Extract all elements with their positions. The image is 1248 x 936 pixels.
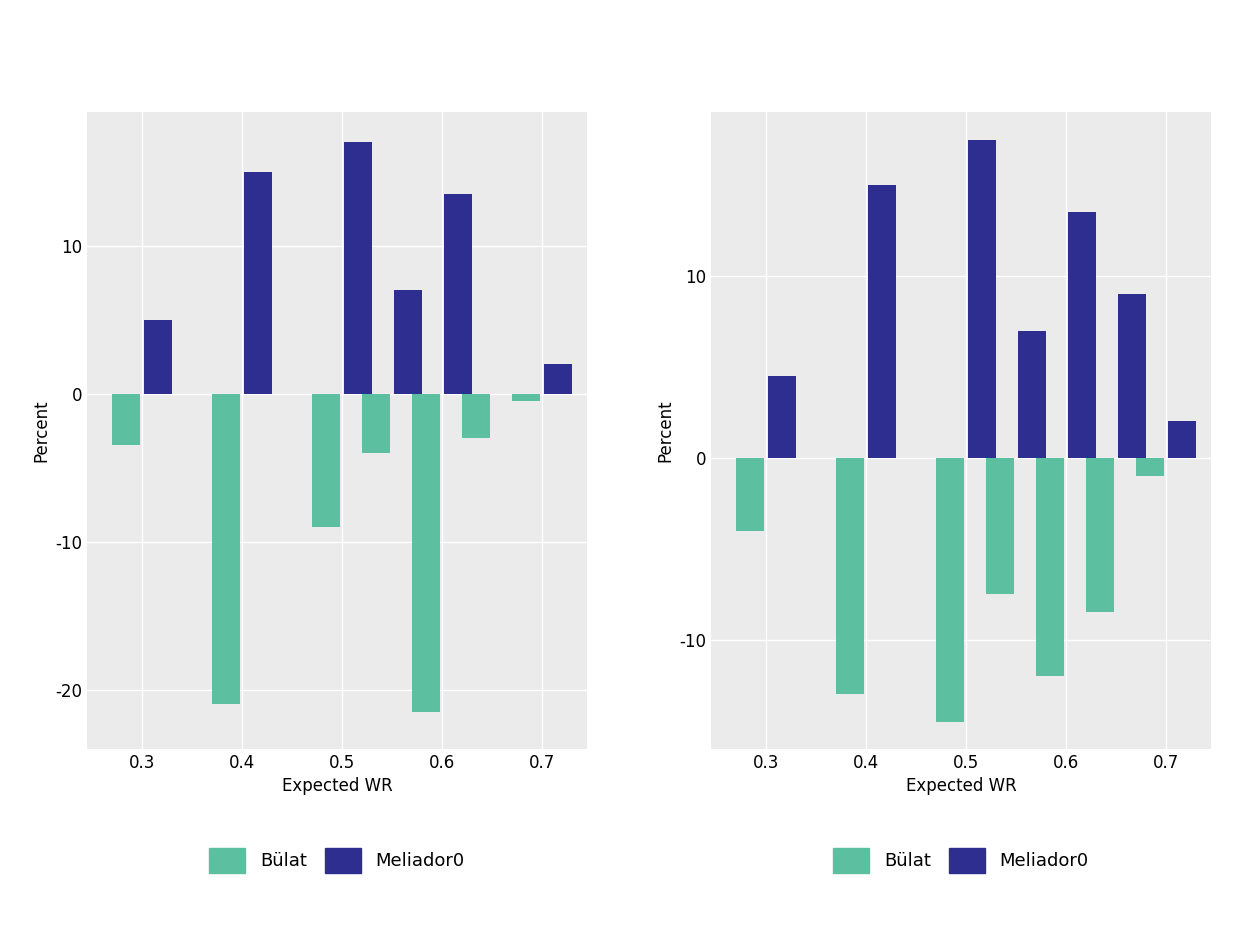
Y-axis label: Percent: Percent bbox=[32, 400, 50, 461]
Y-axis label: Percent: Percent bbox=[656, 400, 674, 461]
Bar bbox=[836, 458, 864, 695]
Bar bbox=[869, 185, 896, 458]
Bar bbox=[112, 393, 140, 446]
Bar bbox=[1086, 458, 1113, 612]
Bar bbox=[344, 142, 372, 393]
Bar bbox=[312, 393, 339, 527]
Bar bbox=[968, 139, 996, 458]
Bar bbox=[394, 290, 422, 393]
Bar bbox=[512, 393, 539, 401]
Bar bbox=[412, 393, 439, 711]
Bar bbox=[769, 376, 796, 458]
Bar bbox=[936, 458, 963, 722]
Bar bbox=[1036, 458, 1063, 676]
Bar bbox=[1168, 421, 1196, 458]
Bar bbox=[544, 364, 572, 393]
Bar bbox=[1136, 458, 1163, 476]
Bar bbox=[462, 393, 489, 438]
Bar bbox=[1068, 212, 1096, 458]
Bar bbox=[145, 319, 172, 393]
Bar bbox=[212, 393, 240, 705]
Bar bbox=[1018, 330, 1046, 458]
X-axis label: Expected WR: Expected WR bbox=[906, 777, 1016, 796]
Bar bbox=[444, 194, 472, 393]
Legend: Bülat, Meliador0: Bülat, Meliador0 bbox=[826, 841, 1096, 881]
Legend: Bülat, Meliador0: Bülat, Meliador0 bbox=[202, 841, 472, 881]
Bar bbox=[362, 393, 389, 453]
Bar bbox=[245, 171, 272, 393]
X-axis label: Expected WR: Expected WR bbox=[282, 777, 392, 796]
Bar bbox=[1118, 294, 1146, 458]
Bar bbox=[736, 458, 764, 531]
Bar bbox=[986, 458, 1013, 594]
